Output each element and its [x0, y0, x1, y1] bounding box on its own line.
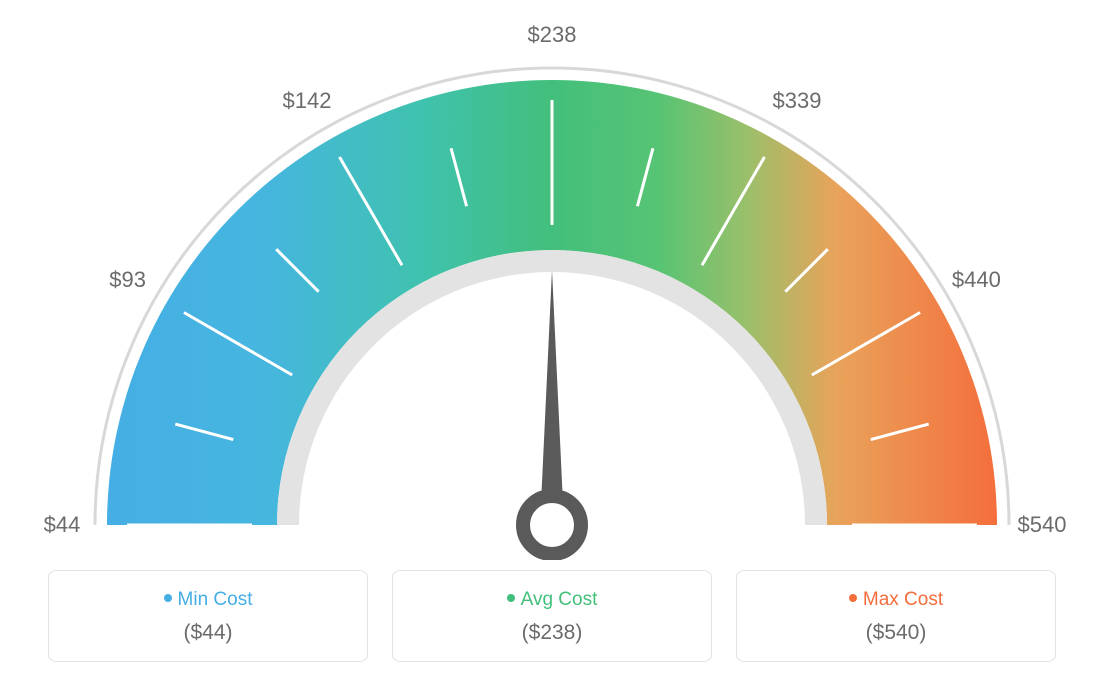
avg-cost-title: Avg Cost — [403, 589, 701, 611]
avg-cost-label: Avg Cost — [521, 589, 598, 610]
gauge-tick-label: $339 — [773, 88, 822, 114]
min-cost-card: Min Cost ($44) — [48, 570, 368, 662]
min-cost-label: Min Cost — [178, 589, 253, 610]
gauge-tick-label: $440 — [952, 267, 1001, 293]
max-cost-dot — [849, 594, 857, 602]
max-cost-card: Max Cost ($540) — [736, 570, 1056, 662]
max-cost-label: Max Cost — [863, 589, 943, 610]
min-cost-title: Min Cost — [59, 589, 357, 611]
gauge-tick-label: $238 — [528, 22, 577, 48]
max-cost-title: Max Cost — [747, 589, 1045, 611]
max-cost-value: ($540) — [747, 621, 1045, 645]
cost-gauge: $44 $93 $142 $238 $339 $440 $540 — [0, 0, 1104, 560]
gauge-tick-label: $142 — [283, 88, 332, 114]
gauge-tick-label: $93 — [109, 267, 146, 293]
gauge-tick-label: $44 — [44, 512, 81, 538]
gauge-svg — [0, 0, 1104, 560]
min-cost-value: ($44) — [59, 621, 357, 645]
avg-cost-value: ($238) — [403, 621, 701, 645]
avg-cost-dot — [507, 594, 515, 602]
avg-cost-card: Avg Cost ($238) — [392, 570, 712, 662]
min-cost-dot — [164, 594, 172, 602]
legend-row: Min Cost ($44) Avg Cost ($238) Max Cost … — [0, 570, 1104, 662]
gauge-tick-label: $540 — [1018, 512, 1067, 538]
